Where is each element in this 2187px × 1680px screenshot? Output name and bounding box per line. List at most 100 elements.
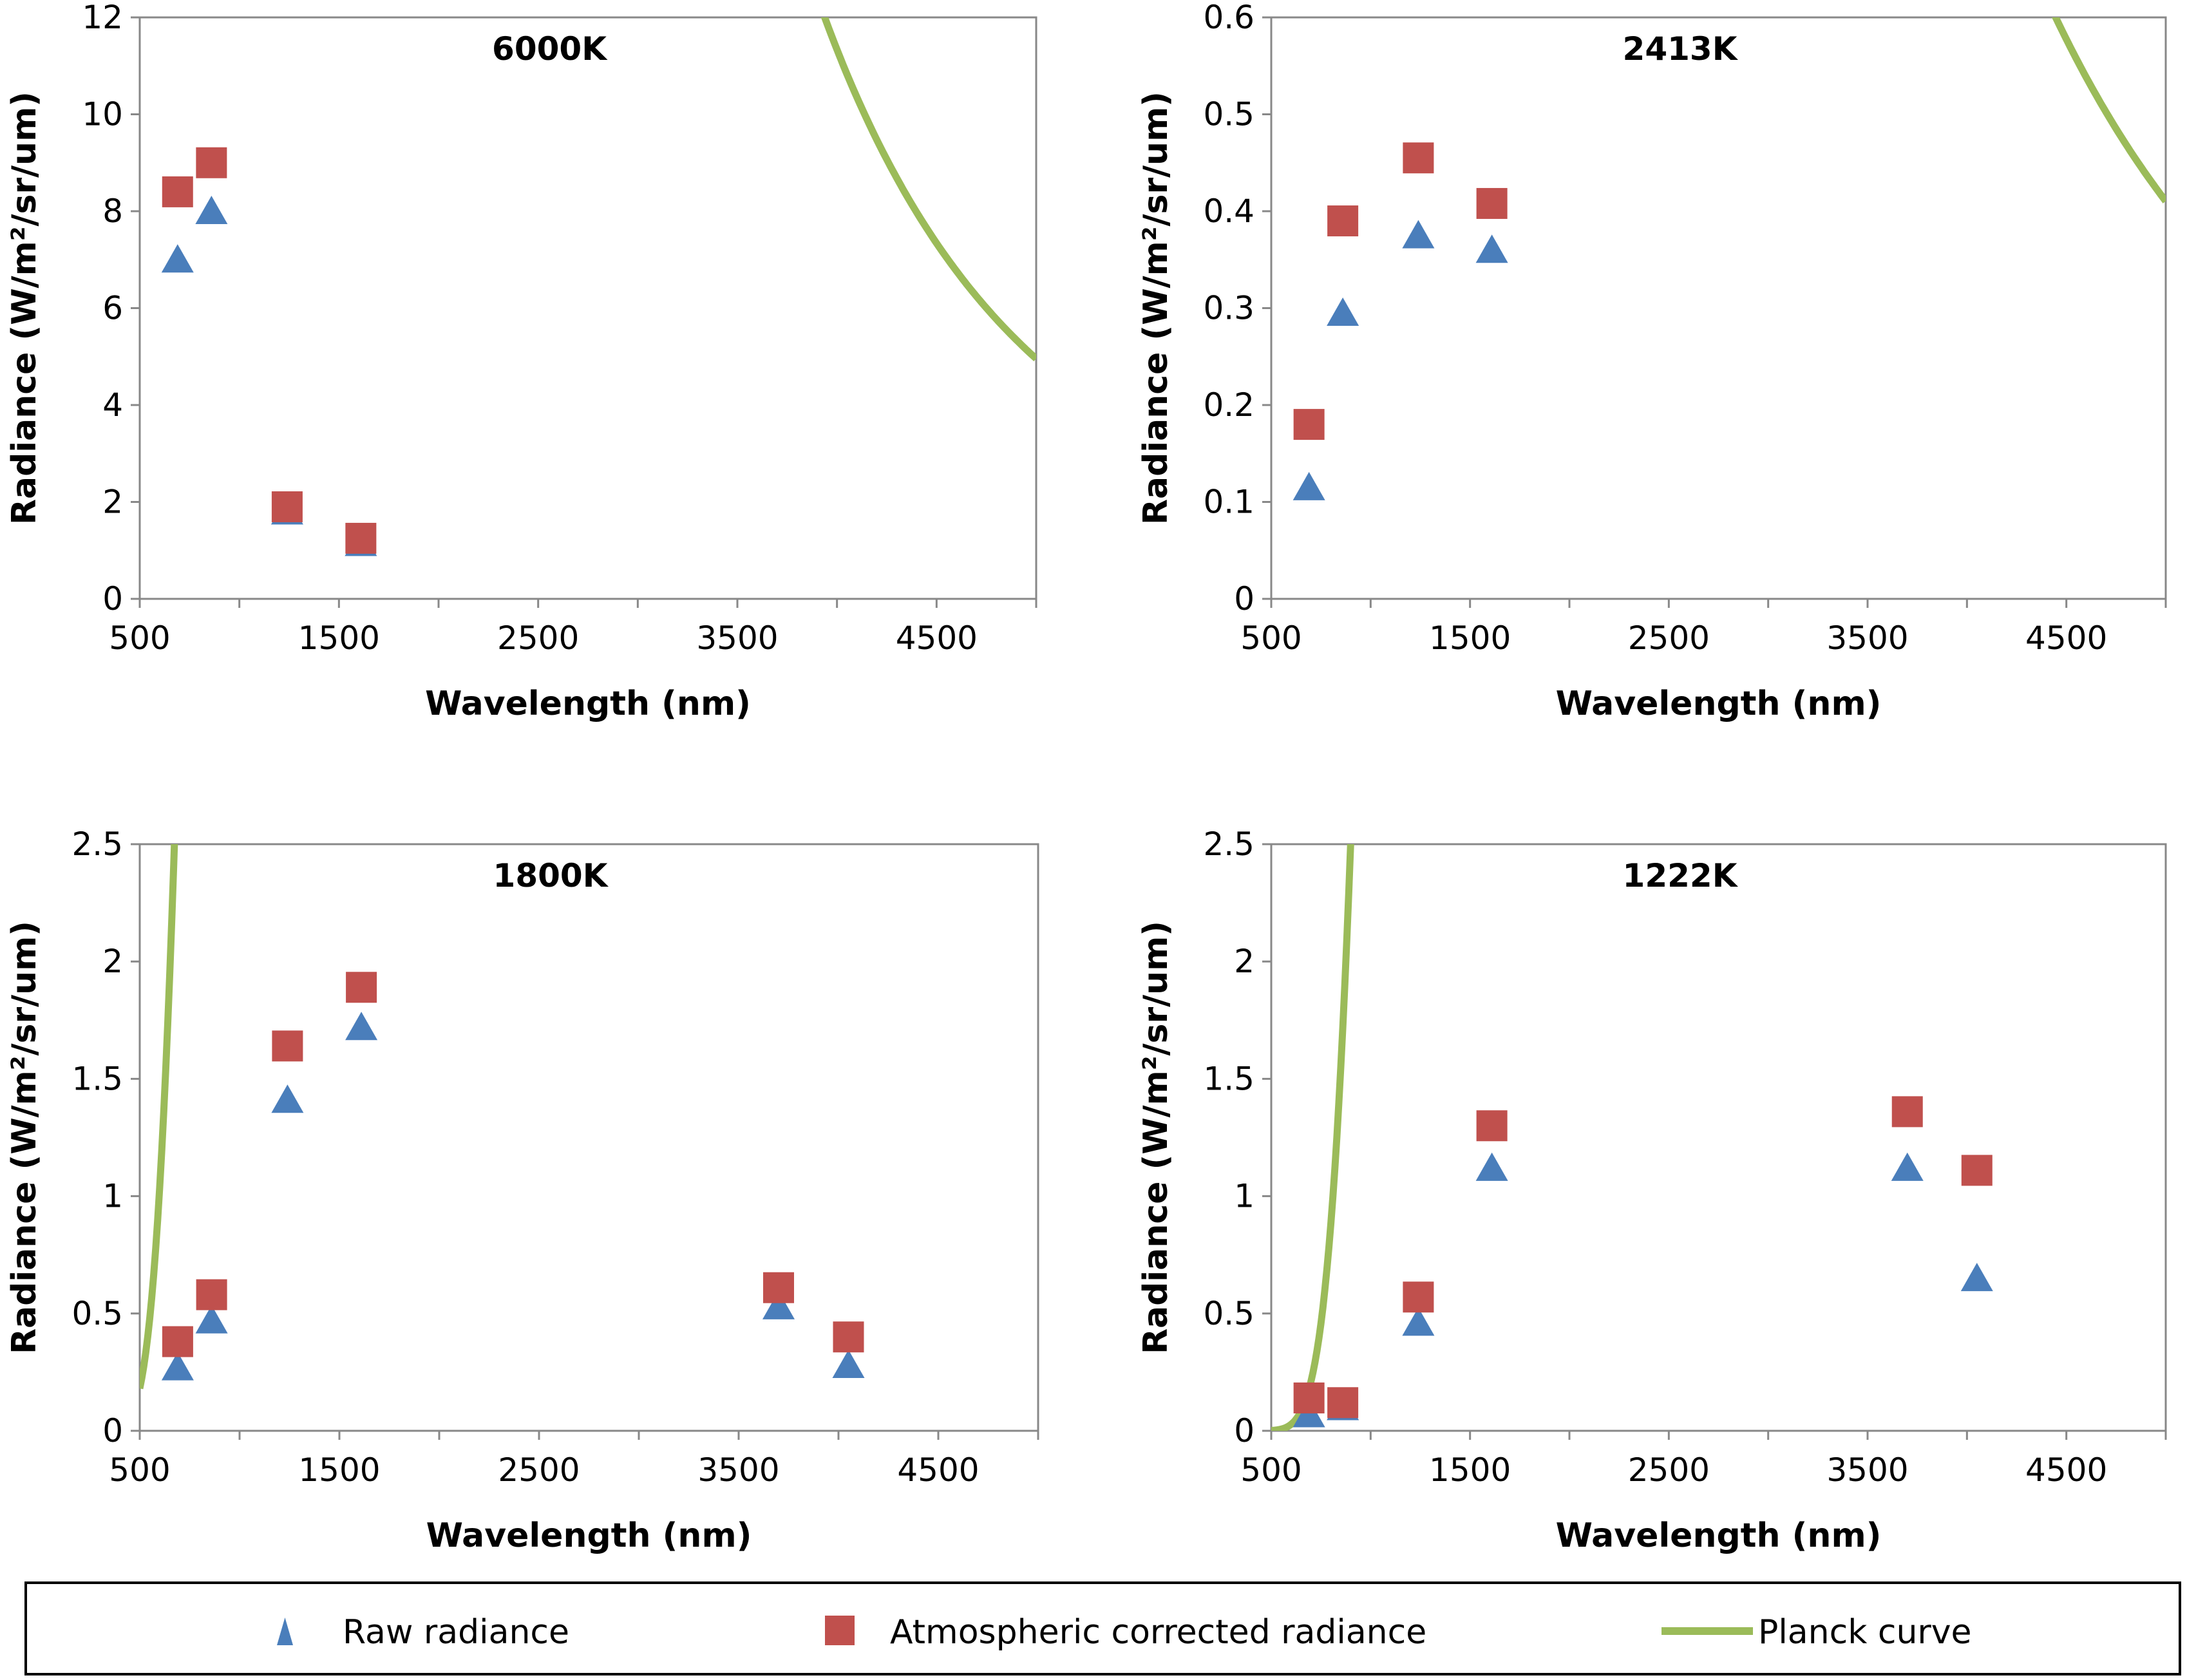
x-tick-label: 4500	[897, 1451, 979, 1489]
x-tick-label: 500	[109, 1451, 170, 1489]
y-tick-label: 2.5	[71, 826, 123, 863]
chart-title: 1222K	[1623, 857, 1739, 894]
corrected-radiance-point	[1327, 205, 1359, 237]
chart-panel-1800K: 0 0.5 1 1.5 2 2.5 500 1500 2500 3500 4500 Wavelengt…	[5, 826, 1039, 1555]
y-tick-label: 0.2	[1203, 386, 1254, 424]
raw-radiance-point	[1891, 1152, 1924, 1181]
corrected-radiance-point	[346, 972, 377, 1003]
chart-title: 1800K	[493, 857, 609, 894]
raw-radiance-point	[1475, 1152, 1508, 1181]
raw-radiance-point	[271, 1084, 304, 1113]
corrected-radiance-point	[1327, 1387, 1359, 1419]
x-tick-label: 2500	[497, 619, 579, 657]
x-axis-label: Wavelength (nm)	[426, 1516, 752, 1555]
y-tick-label: 0.4	[1203, 193, 1254, 230]
corrected-radiance-point	[1891, 1096, 1923, 1128]
corrected-radiance-point	[1476, 187, 1508, 219]
x-tick-label: 3500	[697, 1451, 779, 1489]
legend-corrected-label: Atmospheric corrected radiance	[890, 1613, 1426, 1652]
raw-radiance-point	[1327, 297, 1359, 326]
x-axis-label: Wavelength (nm)	[425, 684, 751, 723]
corrected-radiance-point	[1961, 1155, 1993, 1186]
y-tick-label: 0.1	[1203, 484, 1254, 521]
y-tick-label: 10	[82, 96, 123, 133]
raw-radiance-point	[345, 1012, 378, 1041]
y-tick-label: 2	[102, 943, 123, 980]
legend: Raw radiance Atmospheric corrected radia…	[24, 1581, 2181, 1675]
plot-area-frame	[138, 843, 1039, 1432]
raw-radiance-point	[1402, 1307, 1435, 1336]
x-tick-label: 1500	[298, 1451, 380, 1489]
planck-curve	[820, 17, 1036, 362]
y-tick-label: 0	[1234, 580, 1254, 618]
plot-area-frame	[1270, 16, 2167, 600]
corrected-radiance-point	[1403, 1281, 1434, 1313]
y-axis-label: Radiance (W/m²/sr/um)	[5, 921, 44, 1354]
x-axis-label: Wavelength (nm)	[1556, 684, 1882, 723]
chart-panel-1222K: 0 0.5 1 1.5 2 2.5 500 1500 2500 3500 4500 Wavelengt…	[1137, 826, 2167, 1555]
y-tick-label: 0.3	[1203, 290, 1254, 327]
x-axis-label: Wavelength (nm)	[1556, 1516, 1882, 1555]
raw-radiance-point	[195, 1305, 228, 1334]
plot-area-frame	[1270, 843, 2167, 1432]
raw-radiance-point	[161, 1352, 194, 1381]
y-tick-label: 1.5	[1203, 1060, 1254, 1097]
raw-radiance-point	[762, 1290, 795, 1319]
x-tick-label: 1500	[1429, 619, 1511, 657]
y-tick-label: 1	[1234, 1178, 1254, 1215]
corrected-radiance-point	[345, 522, 377, 554]
y-tick-label: 0.5	[1203, 96, 1254, 133]
x-tick-label: 4500	[896, 619, 978, 657]
y-axis-label: Radiance (W/m²/sr/um)	[1137, 921, 1175, 1354]
y-tick-label: 2.5	[1203, 826, 1254, 863]
raw-radiance-point	[1402, 220, 1435, 249]
chart-title: 6000K	[492, 30, 608, 68]
x-tick-label: 500	[109, 619, 170, 657]
y-tick-label: 0	[102, 1412, 123, 1449]
x-tick-label: 1500	[298, 619, 380, 657]
y-axis-label: Radiance (W/m²/sr/um)	[1137, 91, 1175, 525]
corrected-radiance-point	[162, 176, 193, 207]
x-tick-label: 3500	[1826, 1451, 1908, 1489]
raw-radiance-point	[1960, 1263, 1993, 1292]
y-tick-label: 8	[102, 193, 123, 230]
x-tick-label: 1500	[1429, 1451, 1511, 1489]
y-tick-label: 0	[102, 580, 123, 618]
corrected-radiance-point	[271, 491, 303, 523]
y-tick-label: 2	[1234, 943, 1254, 980]
x-tick-label: 3500	[696, 619, 778, 657]
corrected-radiance-point	[1476, 1110, 1508, 1142]
legend-corrected-marker	[825, 1616, 855, 1645]
raw-radiance-point	[161, 244, 194, 273]
corrected-radiance-point	[1293, 409, 1325, 440]
corrected-radiance-point	[1293, 1382, 1325, 1413]
x-tick-label: 4500	[2025, 619, 2107, 657]
legend-raw-marker	[277, 1618, 293, 1645]
y-tick-label: 6	[102, 290, 123, 327]
y-tick-label: 1.5	[71, 1060, 123, 1097]
corrected-radiance-point	[162, 1326, 193, 1357]
x-tick-label: 2500	[1628, 1451, 1710, 1489]
raw-radiance-point	[1475, 234, 1508, 263]
corrected-radiance-point	[763, 1272, 794, 1303]
raw-radiance-point	[195, 196, 228, 224]
y-tick-label: 0	[1234, 1412, 1254, 1449]
corrected-radiance-point	[196, 147, 227, 178]
chart-panel-2413K: 0 0.1 0.2 0.3 0.4 0.5 0.6 500 1500 2500 3500 4500 Wa…	[1137, 0, 2167, 723]
x-tick-label: 3500	[1826, 619, 1908, 657]
chart-title: 2413K	[1623, 30, 1739, 68]
corrected-radiance-point	[833, 1321, 864, 1353]
x-tick-label: 500	[1240, 619, 1302, 657]
y-tick-label: 0.5	[1203, 1295, 1254, 1332]
y-tick-label: 4	[102, 386, 123, 424]
y-tick-label: 2	[102, 484, 123, 521]
legend-frame	[24, 1581, 2181, 1675]
y-tick-label: 0.6	[1203, 0, 1254, 36]
y-tick-label: 1	[102, 1178, 123, 1215]
x-tick-label: 500	[1240, 1451, 1302, 1489]
x-tick-label: 2500	[498, 1451, 580, 1489]
corrected-radiance-point	[196, 1279, 227, 1310]
y-tick-label: 12	[82, 0, 123, 36]
